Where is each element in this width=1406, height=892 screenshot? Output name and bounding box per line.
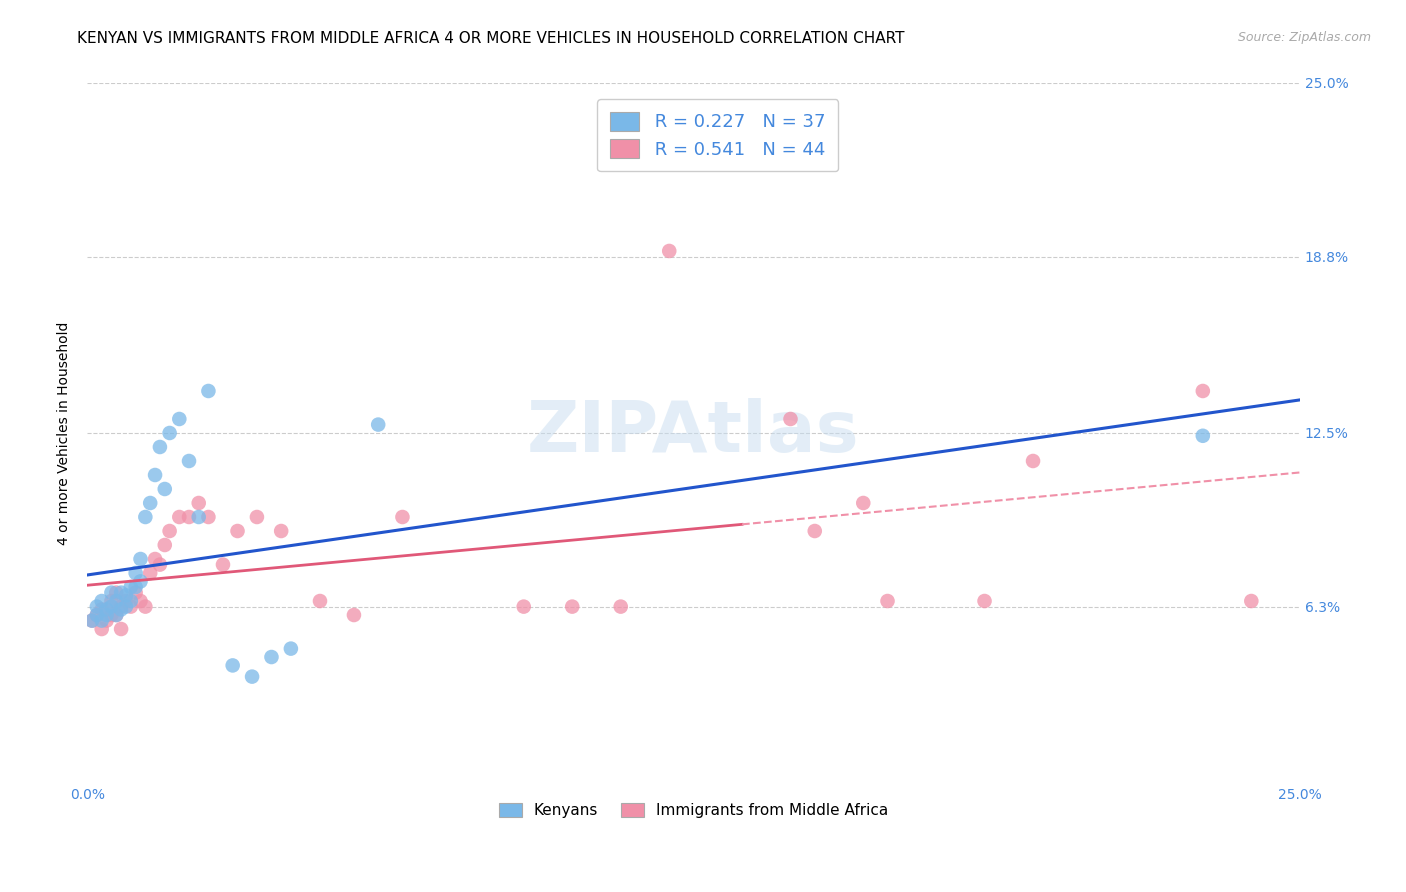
Point [658,244,681,258]
Point [153,538,176,552]
Point [609,599,631,614]
Point [143,468,166,483]
Point [1191,384,1213,398]
Point [139,496,162,510]
Point [86,607,108,622]
Point [1022,454,1045,468]
Point [149,558,172,572]
Point [110,602,132,616]
Point [80,614,103,628]
Point [561,599,583,614]
Point [129,574,152,589]
Point [876,594,898,608]
Point [134,599,156,614]
Point [96,614,118,628]
Point [343,607,366,622]
Point [120,599,142,614]
Point [240,670,263,684]
Point [270,524,292,538]
Point [197,510,219,524]
Point [246,510,269,524]
Point [110,622,132,636]
Point [367,417,389,432]
Point [124,585,146,599]
Point [124,580,146,594]
Point [779,412,801,426]
Point [96,602,118,616]
Point [124,566,146,580]
Point [221,658,243,673]
Point [120,580,142,594]
Point [110,599,132,614]
Point [115,599,138,614]
Point [143,552,166,566]
Point [105,585,128,599]
Point [852,496,875,510]
Point [105,607,128,622]
Text: KENYAN VS IMMIGRANTS FROM MIDDLE AFRICA 4 OR MORE VEHICLES IN HOUSEHOLD CORRELAT: KENYAN VS IMMIGRANTS FROM MIDDLE AFRICA … [77,31,905,46]
Y-axis label: 4 or more Vehicles in Household: 4 or more Vehicles in Household [58,321,72,545]
Point [260,650,283,665]
Point [90,622,112,636]
Point [129,552,152,566]
Point [803,524,825,538]
Point [115,589,138,603]
Point [129,594,152,608]
Point [197,384,219,398]
Point [105,607,128,622]
Point [159,524,181,538]
Point [159,425,181,440]
Point [90,594,112,608]
Point [187,496,209,510]
Point [309,594,332,608]
Text: Source: ZipAtlas.com: Source: ZipAtlas.com [1237,31,1371,45]
Point [169,412,191,426]
Point [120,594,142,608]
Text: ZIPAtlas: ZIPAtlas [527,399,860,467]
Point [212,558,235,572]
Legend: Kenyans, Immigrants from Middle Africa: Kenyans, Immigrants from Middle Africa [492,797,894,824]
Point [177,510,200,524]
Point [90,614,112,628]
Point [100,585,122,599]
Point [149,440,172,454]
Point [153,482,176,496]
Point [90,602,112,616]
Point [115,594,138,608]
Point [110,585,132,599]
Point [96,607,118,622]
Point [1191,429,1213,443]
Point [1240,594,1263,608]
Point [973,594,995,608]
Point [169,510,191,524]
Point [177,454,200,468]
Point [139,566,162,580]
Point [86,607,108,622]
Point [80,614,103,628]
Point [105,594,128,608]
Point [512,599,534,614]
Point [86,599,108,614]
Point [226,524,249,538]
Point [280,641,302,656]
Point [187,510,209,524]
Point [100,607,122,622]
Point [391,510,413,524]
Point [100,594,122,608]
Point [100,599,122,614]
Point [134,510,156,524]
